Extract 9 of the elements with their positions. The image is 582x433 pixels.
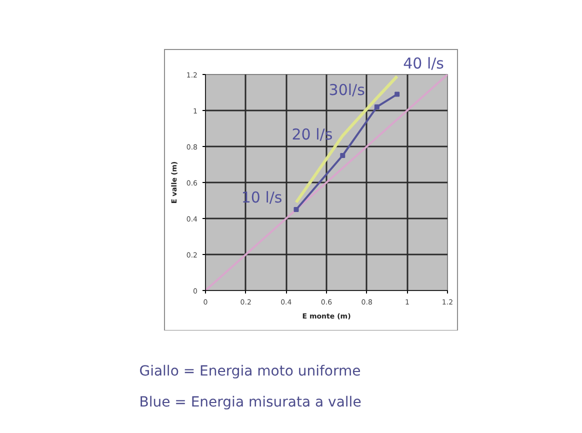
text: Giallo = Energia moto uniforme: [139, 364, 361, 380]
point: [394, 92, 400, 97]
text: Blue = Energia misurata a valle: [139, 394, 362, 410]
point: [374, 104, 380, 110]
annotation: 40 l/s: [403, 54, 444, 72]
point: [294, 207, 299, 212]
line-series: [294, 74, 399, 204]
annotation: 30l/s: [328, 80, 366, 99]
point: [340, 153, 346, 158]
